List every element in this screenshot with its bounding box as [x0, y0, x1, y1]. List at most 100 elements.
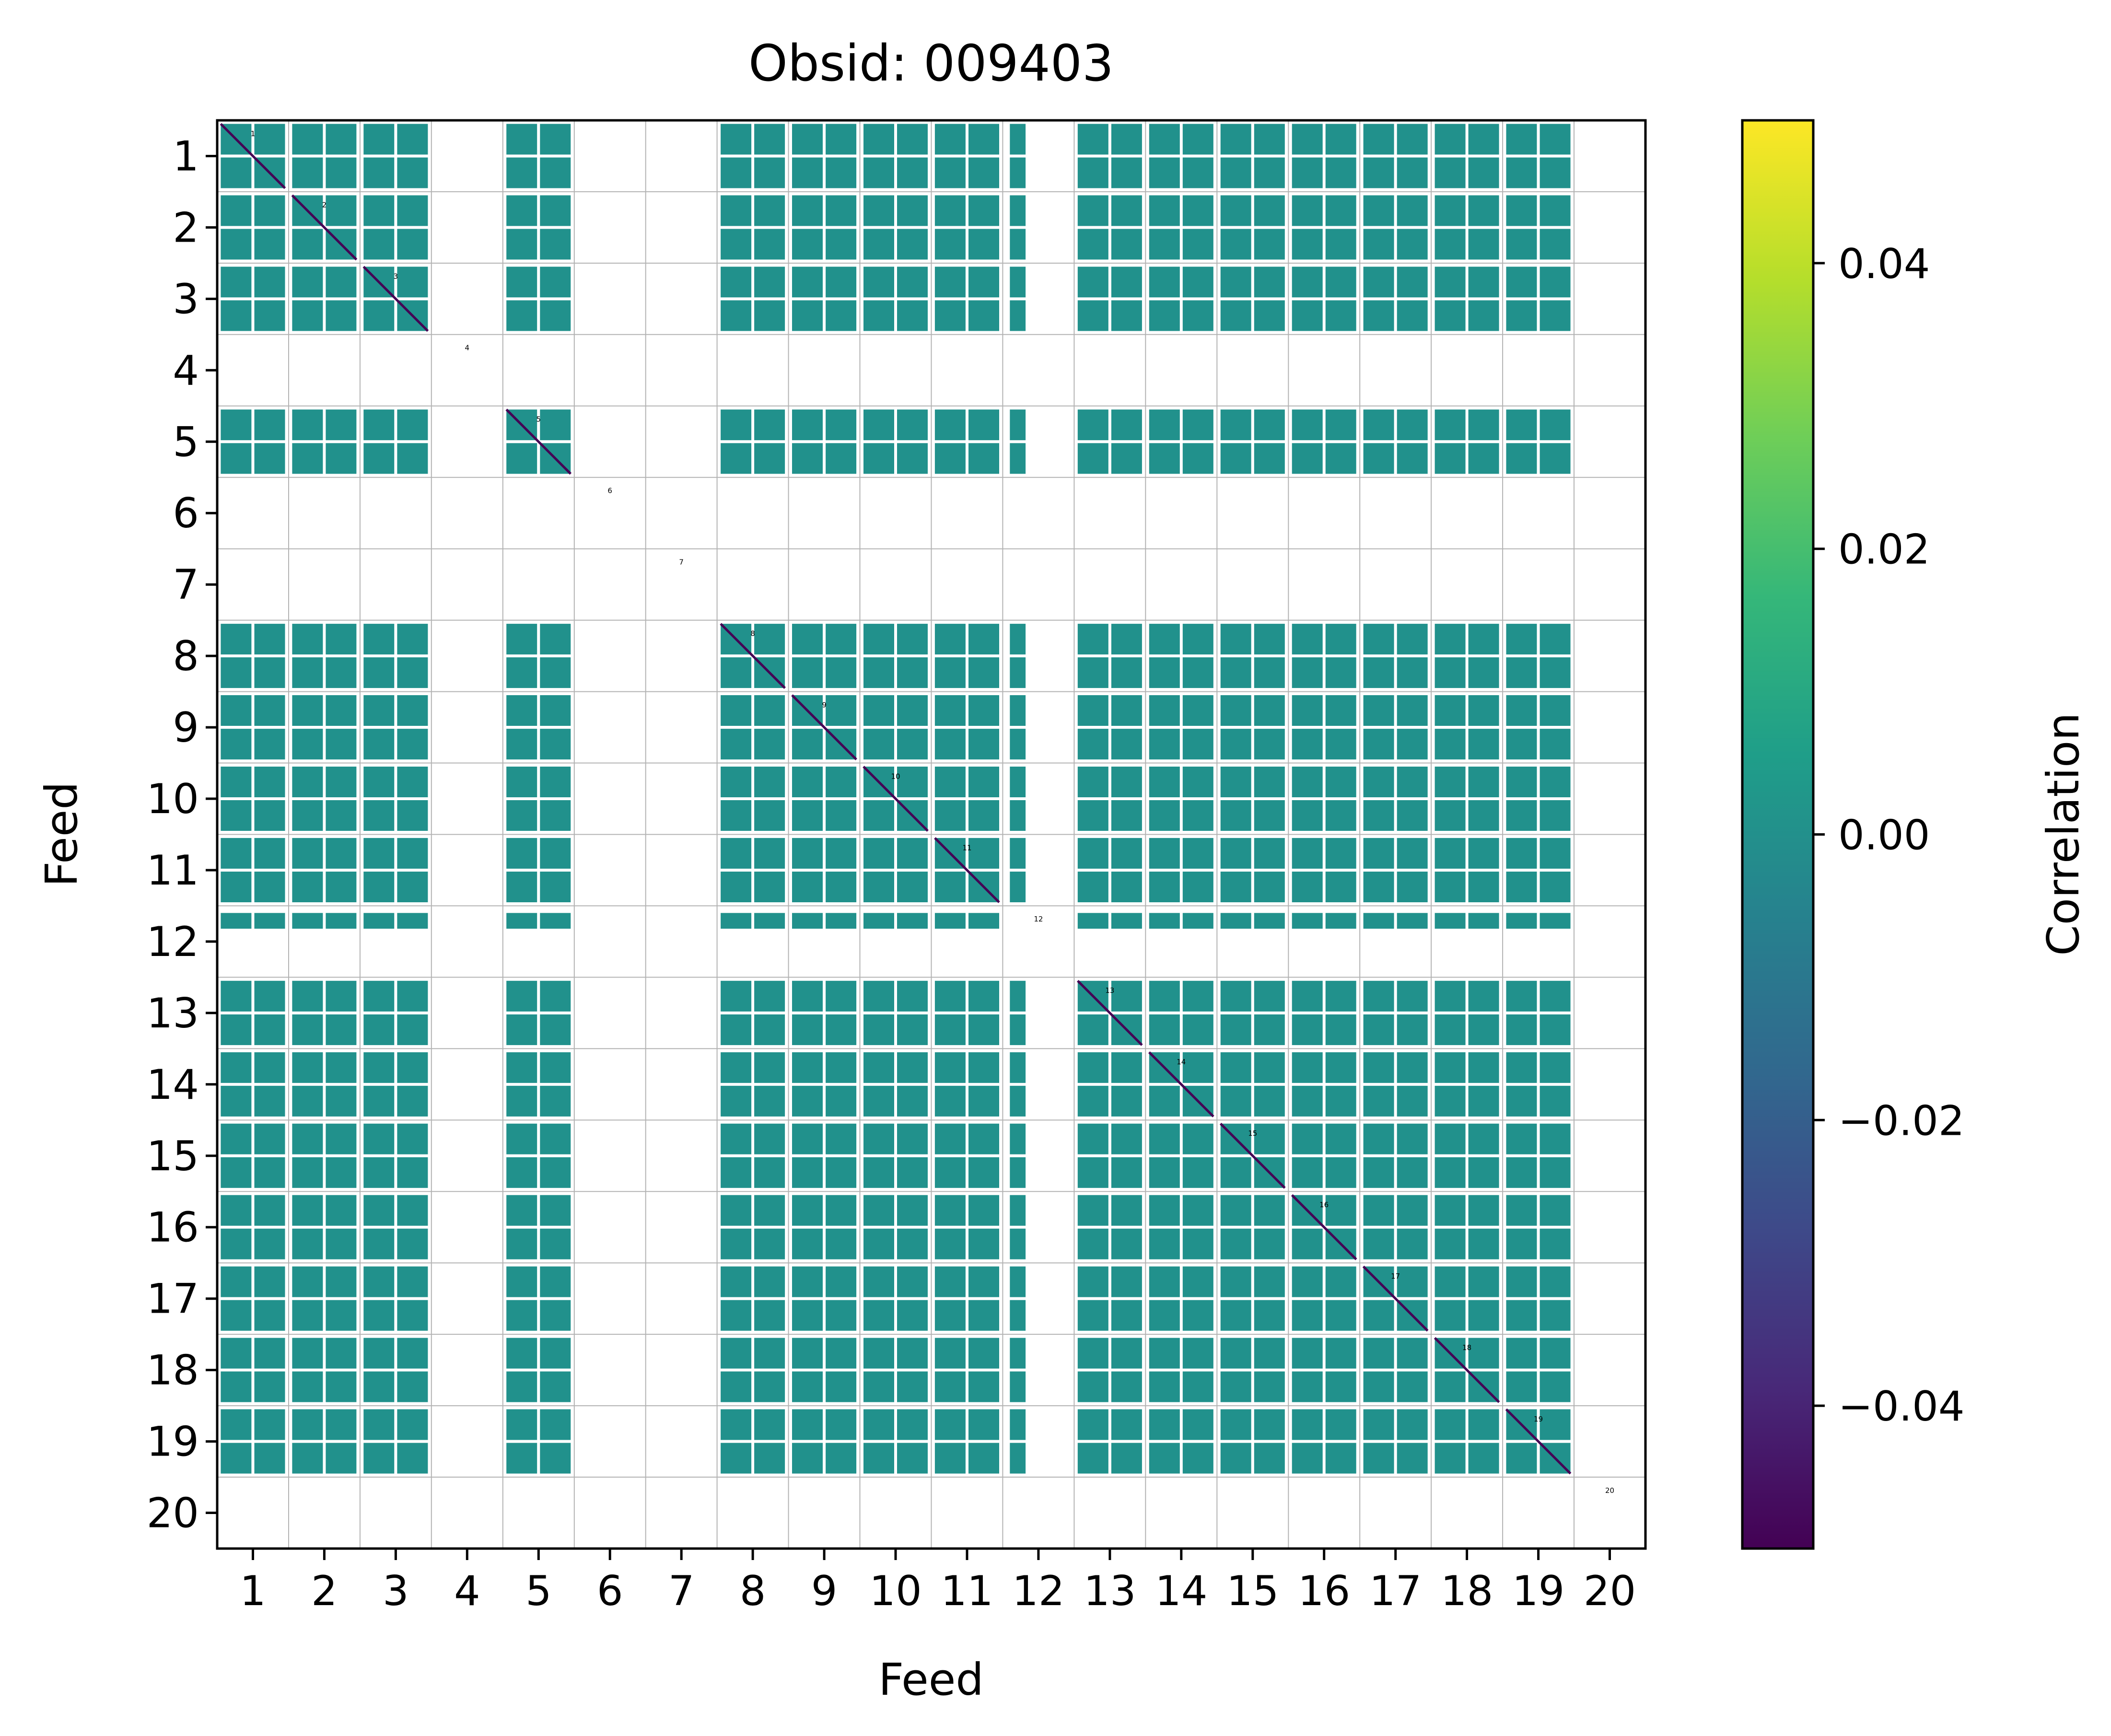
corr-block-14-13: [1111, 1085, 1142, 1117]
corr-block-15-12: [1010, 1123, 1026, 1154]
corr-block-15-11: [968, 1157, 999, 1188]
corr-block-14-3: [363, 1052, 395, 1083]
corr-block-13-18: [1435, 980, 1466, 1012]
corr-block-10-13: [1077, 767, 1108, 797]
corr-block-14-14: [1182, 1052, 1213, 1083]
corr-block-8-13: [1111, 657, 1142, 688]
corr-block-16-5: [506, 1228, 537, 1259]
corr-block-10-3: [397, 800, 428, 831]
corr-block-5-19: [1540, 409, 1571, 441]
corr-block-5-15: [1220, 443, 1251, 474]
corr-block-9-1: [254, 695, 285, 726]
corr-block-14-8: [721, 1052, 752, 1083]
corr-block-19-15: [1220, 1409, 1251, 1440]
x-tick-label: 17: [1369, 1567, 1422, 1615]
corr-block-14-18: [1435, 1052, 1466, 1083]
diagonal-line-17: [1362, 1265, 1429, 1332]
corr-block-18-16: [1325, 1338, 1356, 1369]
corr-block-13-9: [826, 1014, 857, 1045]
corr-block-13-10: [897, 980, 928, 1012]
corr-block-19-8: [754, 1443, 785, 1474]
corr-block-3-19: [1506, 267, 1537, 298]
corr-block-18-10: [897, 1371, 928, 1402]
corr-block-10-18: [1435, 800, 1466, 831]
corr-block-16-11: [968, 1195, 999, 1226]
corr-block-16-1: [221, 1228, 252, 1259]
corr-block-8-5: [540, 657, 571, 688]
corr-block-3-11: [968, 267, 999, 298]
y-tick-label: 4: [173, 347, 199, 395]
corr-block-11-19: [1540, 838, 1571, 869]
corr-block-5-1: [254, 409, 285, 441]
corr-block-2-2: [292, 229, 323, 260]
corr-block-16-19: [1506, 1195, 1537, 1226]
corr-block-10-5: [506, 767, 537, 797]
corr-block-18-13: [1077, 1371, 1108, 1402]
corr-block-5-13: [1077, 409, 1108, 441]
corr-block-12-18: [1435, 913, 1466, 929]
corr-block-11-2: [326, 838, 357, 869]
corr-block-10-2: [292, 767, 323, 797]
corr-block-1-9: [792, 124, 823, 155]
corr-block-17-15: [1254, 1266, 1285, 1297]
corr-block-14-1: [221, 1085, 252, 1117]
corr-block-3-5: [506, 300, 537, 331]
corr-block-18-11: [968, 1338, 999, 1369]
corr-block-2-16: [1292, 195, 1323, 226]
y-tick-label: 10: [147, 775, 199, 823]
corr-block-12-16: [1325, 913, 1356, 929]
corr-block-17-9: [826, 1266, 857, 1297]
corr-block-11-14: [1149, 872, 1180, 902]
corr-block-11-3: [363, 872, 395, 902]
corr-block-2-18: [1468, 195, 1499, 226]
corr-block-12-14: [1182, 913, 1213, 929]
corr-block-19-16: [1292, 1409, 1323, 1440]
corr-block-14-9: [792, 1085, 823, 1117]
corr-block-9-19: [1506, 729, 1537, 760]
corr-block-16-8: [754, 1195, 785, 1226]
corr-block-12-17: [1397, 913, 1428, 929]
corr-block-12-5: [506, 913, 537, 929]
feed-marker-3: 3: [394, 272, 398, 281]
corr-block-18-3: [397, 1338, 428, 1369]
corr-block-5-15: [1254, 409, 1285, 441]
corr-block-2-18: [1435, 195, 1466, 226]
corr-block-17-19: [1506, 1300, 1537, 1331]
corr-block-1-8: [721, 124, 752, 155]
corr-block-13-11: [968, 980, 999, 1012]
corr-block-16-18: [1468, 1228, 1499, 1259]
corr-block-19-5: [506, 1443, 537, 1474]
corr-block-16-1: [221, 1195, 252, 1226]
corr-block-8-10: [863, 657, 894, 688]
corr-block-16-9: [826, 1228, 857, 1259]
corr-block-5-14: [1182, 409, 1213, 441]
corr-block-18-12: [1010, 1371, 1026, 1402]
diagonal-line-11: [934, 837, 1000, 903]
corr-block-3-18: [1435, 300, 1466, 331]
corr-block-17-2: [292, 1300, 323, 1331]
feed-marker-15: 15: [1248, 1129, 1257, 1138]
corr-block-17-16: [1325, 1266, 1356, 1297]
corr-block-1-11: [934, 157, 966, 188]
corr-block-16-10: [897, 1195, 928, 1226]
corr-block-10-10: [897, 767, 928, 797]
x-tick-label: 5: [525, 1567, 552, 1615]
corr-block-11-18: [1468, 872, 1499, 902]
corr-block-19-12: [1010, 1409, 1026, 1440]
corr-block-2-9: [792, 229, 823, 260]
x-tick-label: 3: [383, 1567, 409, 1615]
corr-block-10-11: [934, 767, 966, 797]
corr-block-10-17: [1397, 767, 1428, 797]
corr-block-15-8: [721, 1157, 752, 1188]
corr-block-11-16: [1325, 872, 1356, 902]
corr-block-10-13: [1111, 767, 1142, 797]
corr-block-18-9: [792, 1338, 823, 1369]
corr-block-19-1: [254, 1443, 285, 1474]
x-tick-label: 2: [311, 1567, 338, 1615]
corr-block-3-14: [1149, 300, 1180, 331]
corr-block-8-12: [1010, 624, 1026, 655]
corr-block-1-16: [1325, 157, 1356, 188]
corr-block-1-5: [506, 157, 537, 188]
corr-block-3-14: [1182, 267, 1213, 298]
